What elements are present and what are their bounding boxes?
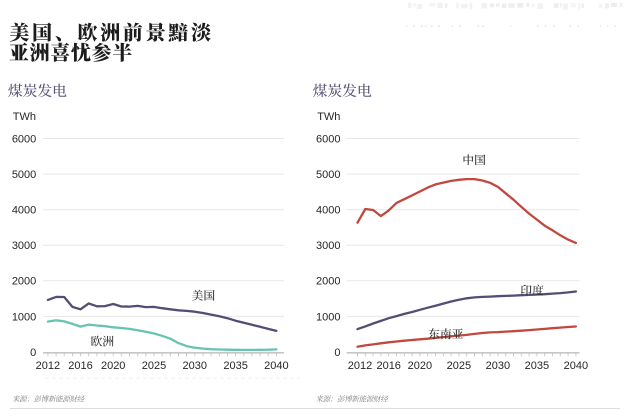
svg-text:2020: 2020 bbox=[101, 360, 125, 372]
svg-text:4000: 4000 bbox=[12, 205, 36, 217]
svg-text:2040: 2040 bbox=[264, 360, 288, 372]
svg-text:2020: 2020 bbox=[408, 360, 432, 372]
svg-text:2000: 2000 bbox=[12, 276, 36, 288]
svg-text:2030: 2030 bbox=[486, 360, 510, 372]
svg-text:5000: 5000 bbox=[12, 169, 36, 181]
svg-text:2040: 2040 bbox=[564, 360, 588, 372]
svg-text:2035: 2035 bbox=[525, 360, 549, 372]
svg-text:6000: 6000 bbox=[12, 133, 36, 145]
svg-text:2035: 2035 bbox=[223, 360, 247, 372]
svg-text:TWh: TWh bbox=[317, 111, 340, 123]
svg-text:0: 0 bbox=[334, 347, 340, 359]
svg-text:2012: 2012 bbox=[36, 360, 60, 372]
svg-text:TWh: TWh bbox=[13, 111, 36, 123]
svg-text:2016: 2016 bbox=[376, 360, 400, 372]
svg-text:2025: 2025 bbox=[447, 360, 471, 372]
svg-text:0: 0 bbox=[30, 347, 36, 359]
svg-text:4000: 4000 bbox=[316, 205, 340, 217]
svg-text:1000: 1000 bbox=[12, 311, 36, 323]
svg-text:3000: 3000 bbox=[12, 240, 36, 252]
svg-text:5000: 5000 bbox=[316, 169, 340, 181]
svg-text:6000: 6000 bbox=[316, 133, 340, 145]
svg-text:1000: 1000 bbox=[316, 311, 340, 323]
svg-text:3000: 3000 bbox=[316, 240, 340, 252]
svg-text:2016: 2016 bbox=[68, 360, 92, 372]
svg-text:2000: 2000 bbox=[316, 276, 340, 288]
svg-text:2012: 2012 bbox=[348, 360, 372, 372]
svg-text:2030: 2030 bbox=[183, 360, 207, 372]
svg-text:2025: 2025 bbox=[142, 360, 166, 372]
